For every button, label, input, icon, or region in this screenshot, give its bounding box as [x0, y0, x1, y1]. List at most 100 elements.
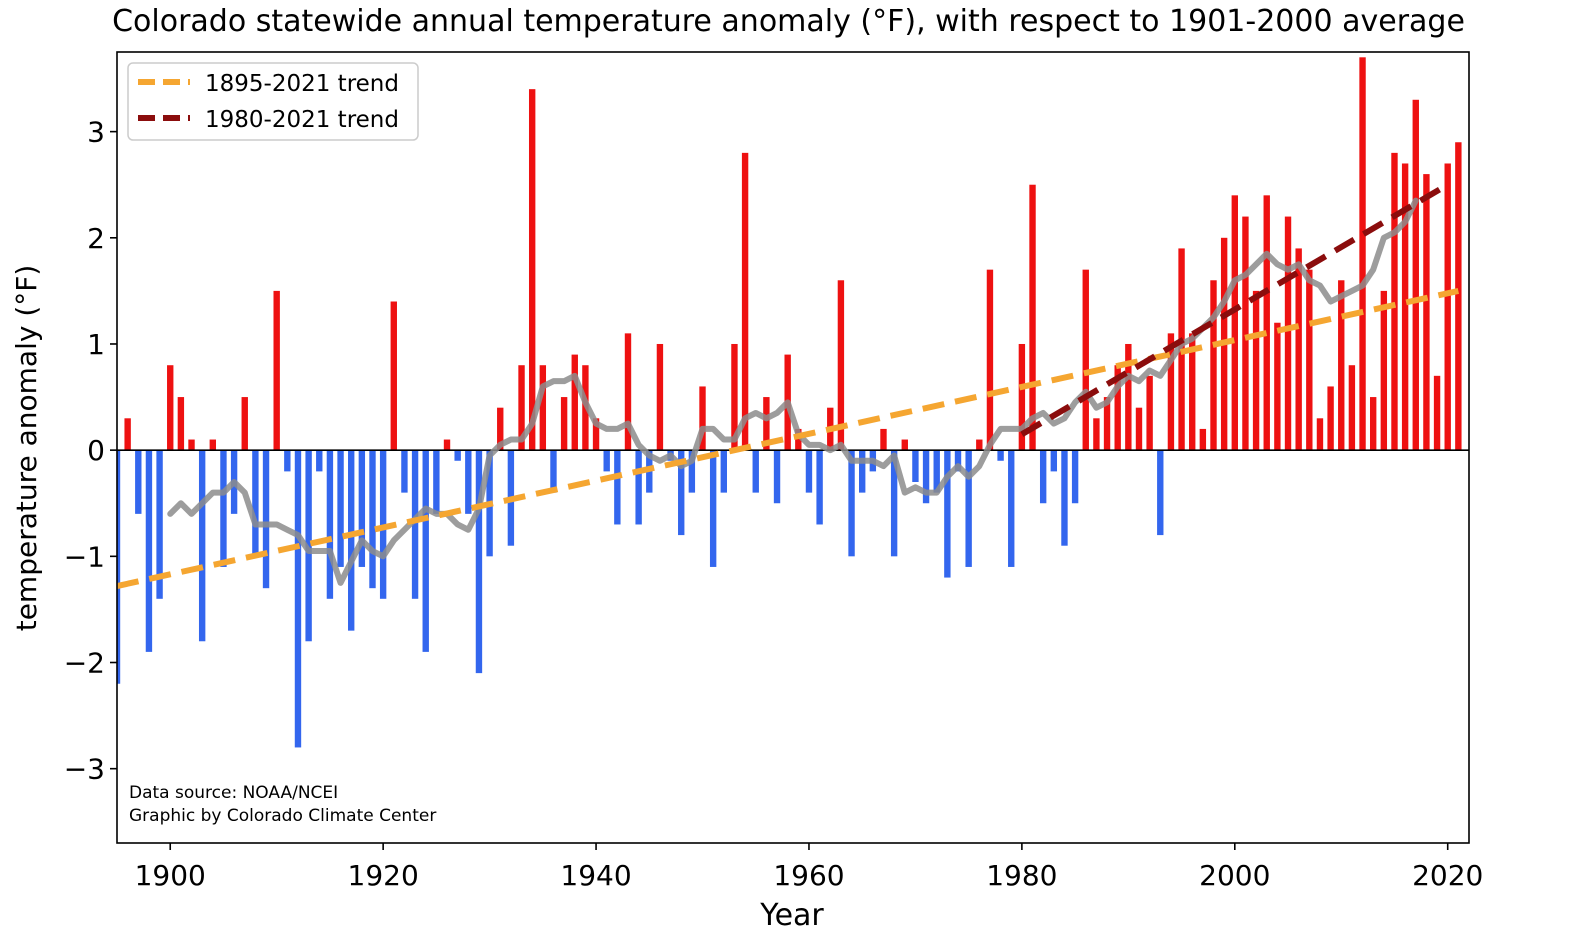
bar-1934: [528, 89, 536, 451]
bar-1972: [933, 450, 940, 493]
y-tick-label: −3: [64, 753, 105, 786]
bar-2012: [1359, 57, 1366, 451]
bar-1944: [635, 450, 642, 525]
bar-1975: [965, 450, 972, 567]
bar-1949: [688, 450, 696, 493]
bar-2010: [1338, 280, 1345, 451]
bar-1970: [912, 450, 919, 483]
bar-1909: [262, 450, 270, 589]
bar-1917: [348, 450, 355, 631]
x-tick-label: 2020: [1412, 859, 1483, 892]
bar-1919: [369, 450, 376, 589]
bar-1987: [1093, 418, 1100, 451]
bar-1992: [1146, 375, 1153, 451]
bar-1914: [316, 450, 323, 472]
bar-1952: [720, 450, 727, 493]
bar-1948: [678, 450, 685, 536]
legend-label-long-trend: 1895-2021 trend: [205, 71, 399, 97]
bar-1993: [1157, 450, 1164, 536]
bar-1935: [539, 365, 547, 451]
bar-1971: [922, 450, 930, 504]
bar-1984: [1061, 450, 1068, 546]
bar-1963: [837, 280, 845, 451]
bar-1904: [209, 439, 217, 451]
trend-line-recent: [1020, 182, 1450, 437]
x-tick-label: 1900: [135, 859, 206, 892]
bar-1942: [614, 450, 621, 525]
bar-1951: [709, 450, 717, 567]
bar-1926: [443, 439, 451, 451]
bar-1950: [699, 386, 706, 451]
bar-1953: [731, 343, 738, 451]
bar-1916: [337, 450, 344, 567]
bar-1937: [560, 397, 568, 451]
x-tick-label: 2000: [1199, 859, 1270, 892]
chart-title: Colorado statewide annual temperature an…: [112, 4, 1465, 39]
smoothed-line: [167, 197, 1419, 586]
bar-1994: [1167, 333, 1175, 451]
bar-1954: [741, 152, 749, 451]
bar-1921: [390, 301, 397, 451]
bar-1956: [763, 397, 770, 451]
x-tick-label: 1960: [773, 859, 844, 892]
y-tick-label: 3: [87, 116, 105, 149]
bar-2016: [1401, 163, 1409, 451]
bar-1979: [1008, 450, 1015, 567]
bar-1898: [145, 450, 153, 652]
bar-1908: [252, 450, 259, 557]
bar-1911: [284, 450, 291, 472]
bar-1974: [954, 450, 962, 472]
bar-1990: [1125, 343, 1132, 451]
bar-1931: [497, 407, 504, 451]
y-tick-label: 1: [87, 328, 105, 361]
x-axis-label: Year: [759, 898, 824, 933]
bar-2018: [1423, 174, 1430, 451]
bar-1912: [294, 450, 302, 748]
bar-2001: [1242, 216, 1249, 451]
bar-2014: [1380, 290, 1388, 451]
bar-1910: [273, 290, 280, 451]
bar-1927: [454, 450, 461, 461]
bar-1977: [986, 269, 994, 451]
bar-1986: [1082, 269, 1089, 451]
bar-1915: [326, 450, 334, 599]
bar-1976: [976, 439, 983, 451]
bar-1988: [1103, 397, 1111, 451]
bar-1901: [177, 397, 185, 451]
bar-1938: [571, 354, 578, 451]
bar-1943: [624, 333, 632, 451]
bar-1905: [220, 450, 227, 567]
bar-1973: [944, 450, 951, 578]
bar-1936: [550, 450, 557, 493]
bar-2004: [1274, 322, 1281, 451]
bar-2003: [1263, 195, 1270, 451]
bar-2008: [1316, 418, 1324, 451]
bar-2013: [1369, 397, 1377, 451]
bar-1895: [117, 450, 121, 684]
bar-1964: [848, 450, 855, 557]
bar-1985: [1071, 450, 1079, 504]
bar-1924: [422, 450, 429, 652]
bar-1899: [156, 450, 163, 599]
bar-1955: [752, 450, 759, 493]
bar-1968: [890, 450, 898, 557]
bar-2000: [1231, 195, 1238, 451]
y-tick-label: 2: [87, 222, 105, 255]
bar-2019: [1433, 375, 1441, 451]
bar-1929: [475, 450, 483, 674]
bar-1989: [1114, 365, 1121, 451]
bar-1903: [198, 450, 206, 642]
bar-1940: [592, 418, 600, 451]
bar-1928: [465, 450, 472, 514]
bar-2006: [1295, 248, 1302, 451]
legend-box: [127, 62, 419, 141]
bar-1982: [1039, 450, 1047, 504]
bar-1996: [1189, 333, 1196, 451]
ticks-layer: 1900 1920 1940 1960 1980 2000 2020 −3 −2 −1 0 1 2 3: [64, 116, 1484, 892]
bar-2020: [1444, 163, 1451, 451]
bar-1965: [859, 450, 866, 493]
bar-2017: [1412, 99, 1419, 451]
bar-1959: [795, 428, 802, 451]
bar-1980: [1018, 343, 1026, 451]
bar-1918: [358, 450, 366, 567]
